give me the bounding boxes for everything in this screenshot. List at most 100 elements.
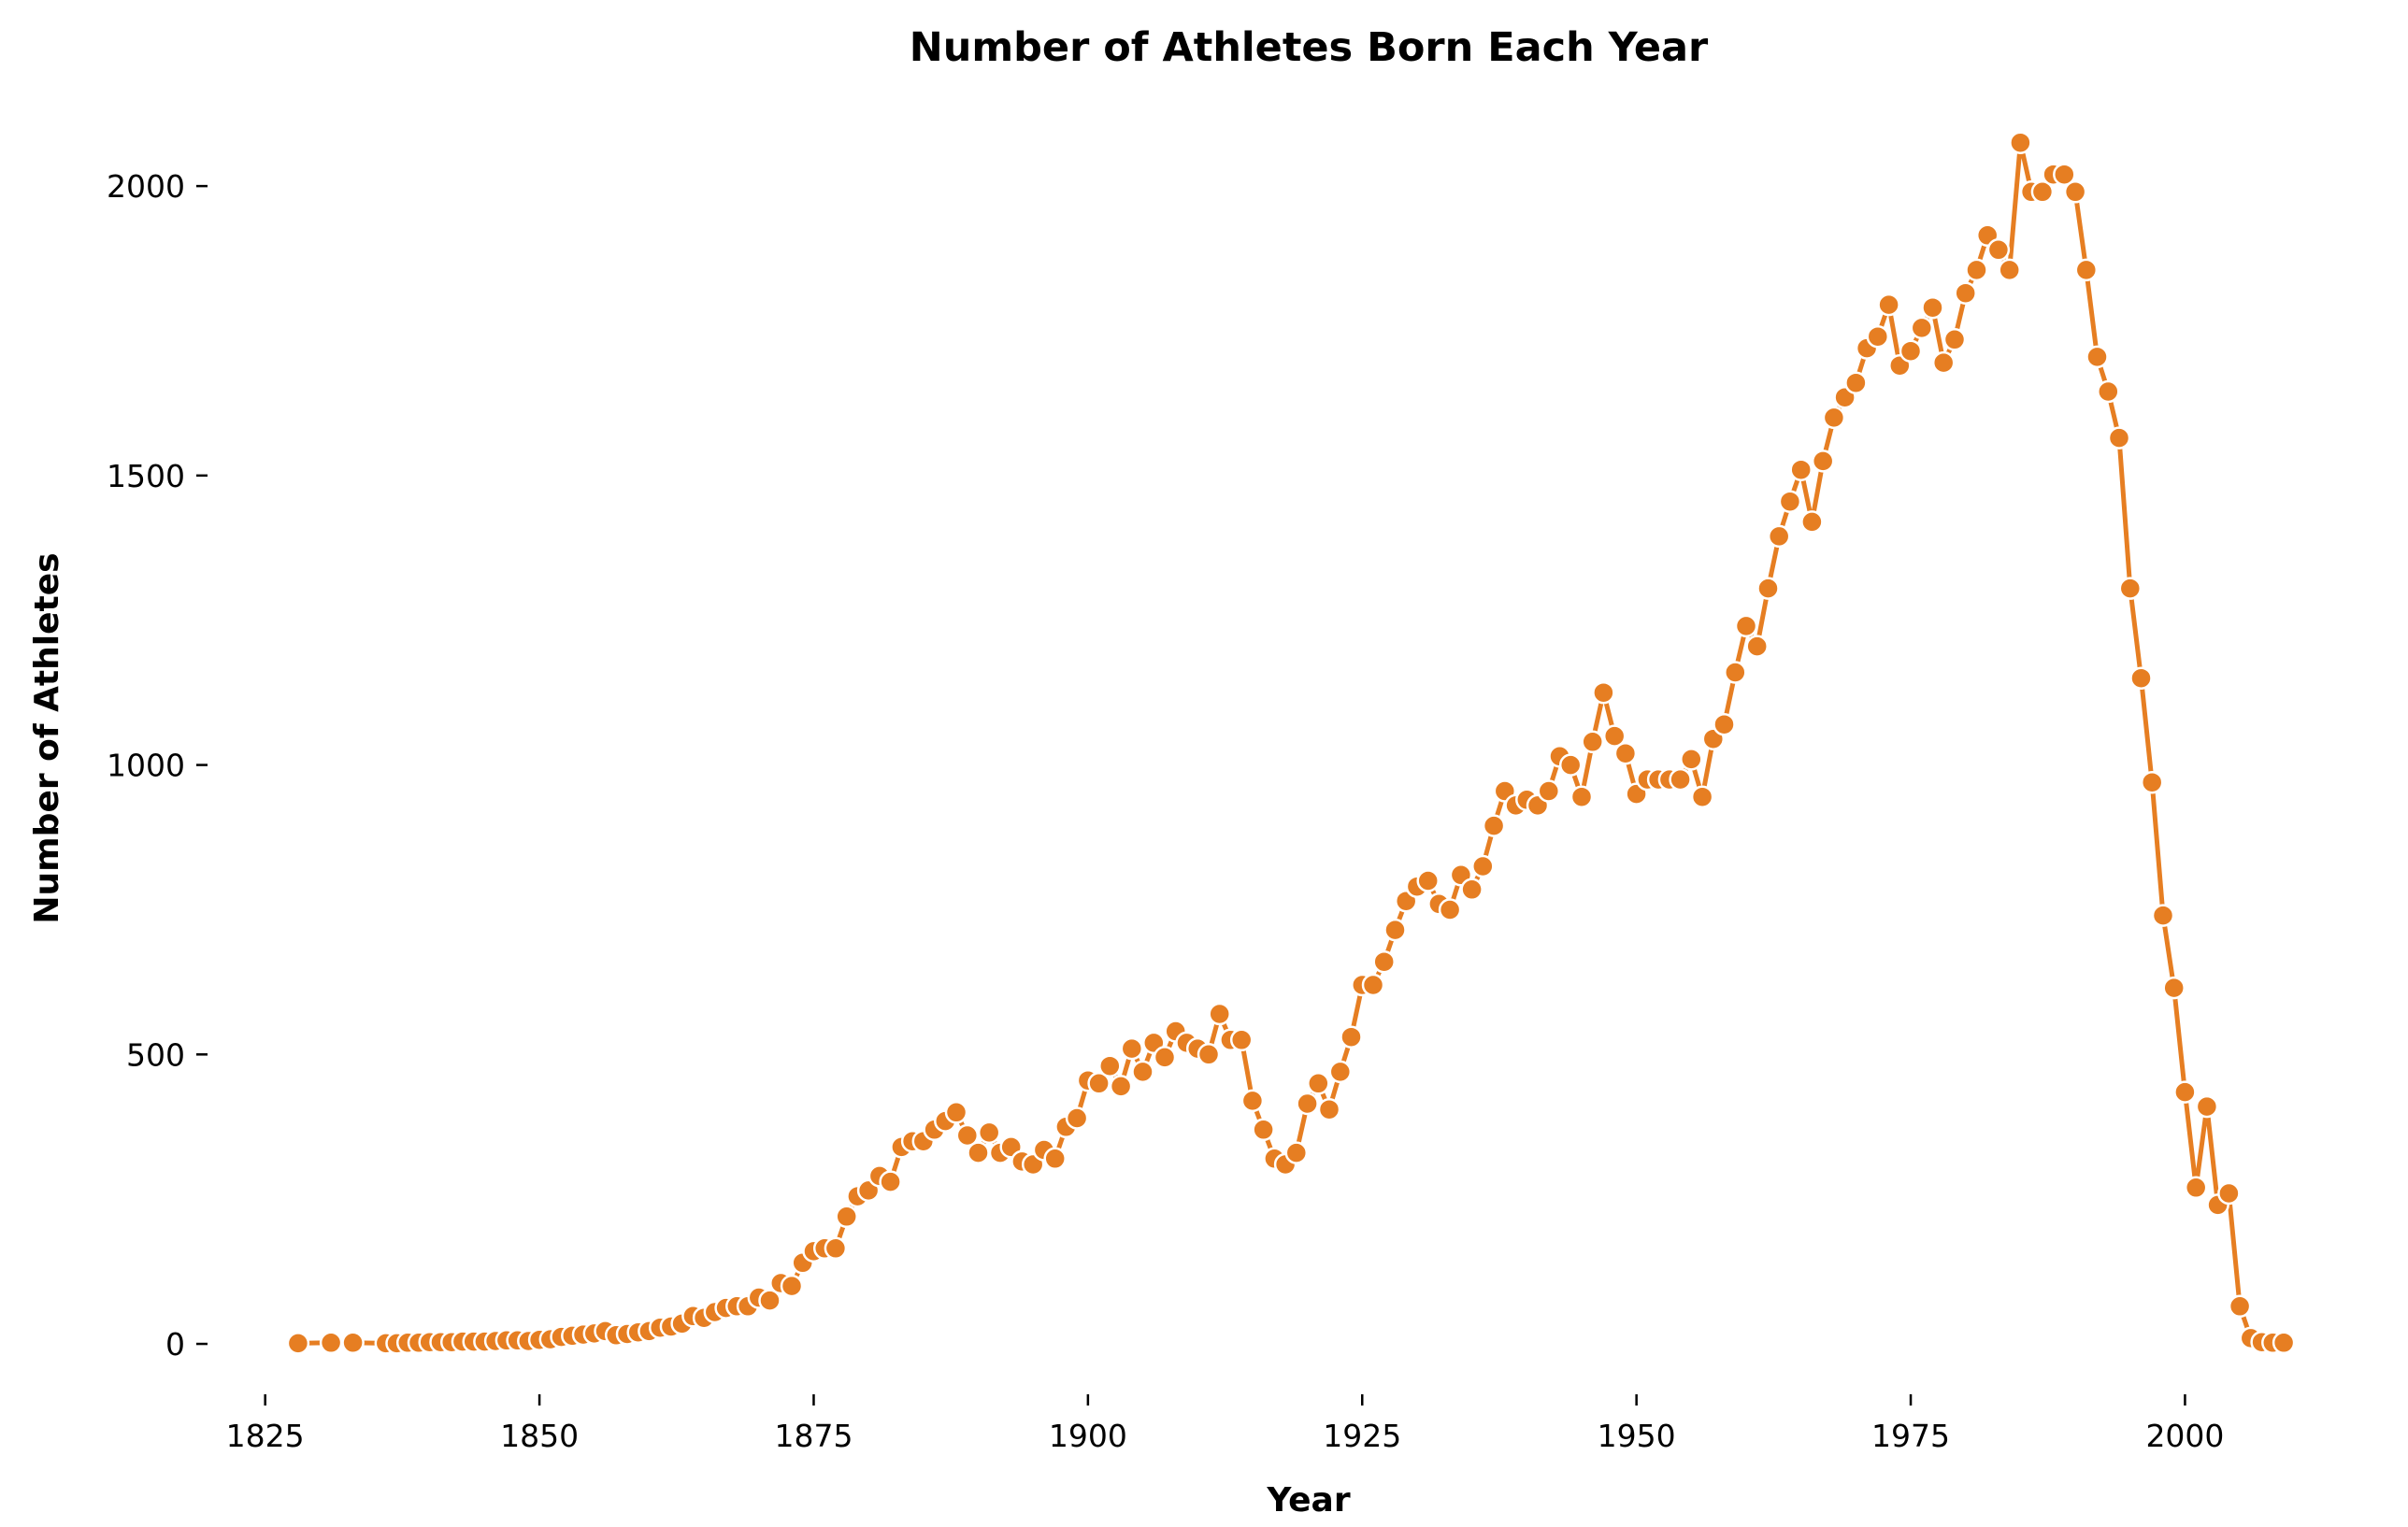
x-tick-label: 1900 bbox=[1049, 1418, 1127, 1454]
data-point bbox=[1229, 1028, 1254, 1052]
data-point bbox=[1899, 339, 1923, 363]
data-point bbox=[1789, 458, 1813, 481]
data-point bbox=[2228, 1294, 2252, 1319]
data-point bbox=[955, 1123, 980, 1148]
data-point bbox=[1942, 328, 1967, 351]
data-point bbox=[1811, 450, 1835, 473]
data-point bbox=[1613, 741, 1638, 765]
data-point bbox=[1602, 724, 1627, 748]
data-point bbox=[1284, 1141, 1309, 1164]
data-point bbox=[2074, 258, 2099, 282]
y-tick-label: 500 bbox=[126, 1036, 185, 1073]
data-point bbox=[1734, 614, 1758, 638]
y-axis-ticks: 0 500 1000 1500 2000 bbox=[107, 168, 208, 1363]
data-point bbox=[944, 1101, 968, 1124]
data-point bbox=[1910, 316, 1934, 340]
data-point bbox=[2030, 180, 2055, 204]
x-tick-label: 1950 bbox=[1598, 1418, 1676, 1454]
data-point bbox=[2272, 1331, 2296, 1355]
data-point bbox=[1745, 635, 1769, 658]
data-point bbox=[1965, 258, 1988, 282]
data-point bbox=[1931, 350, 1956, 375]
data-point bbox=[758, 1289, 781, 1312]
y-tick-label: 2000 bbox=[107, 168, 185, 205]
data-point bbox=[1680, 748, 1703, 771]
data-point bbox=[1340, 1025, 1363, 1049]
data-point bbox=[1866, 324, 1890, 349]
data-point bbox=[1252, 1118, 1275, 1142]
data-point bbox=[1921, 295, 1944, 320]
data-point bbox=[2151, 904, 2175, 927]
data-point bbox=[1153, 1046, 1177, 1069]
data-point bbox=[1558, 753, 1583, 777]
data-point bbox=[1043, 1147, 1067, 1171]
x-tick-label: 1825 bbox=[226, 1418, 305, 1454]
data-point bbox=[1767, 524, 1791, 549]
data-point bbox=[2184, 1176, 2208, 1200]
data-point bbox=[1482, 814, 1506, 837]
data-point bbox=[2063, 180, 2087, 204]
data-point bbox=[1669, 767, 1692, 792]
data-point bbox=[1361, 973, 1385, 997]
data-point bbox=[824, 1236, 848, 1261]
data-point bbox=[1328, 1060, 1353, 1084]
data-point bbox=[1240, 1089, 1265, 1113]
y-tick-label: 1500 bbox=[107, 458, 185, 494]
data-point bbox=[1581, 730, 1604, 754]
y-tick-label: 0 bbox=[165, 1326, 185, 1363]
data-point bbox=[967, 1141, 990, 1164]
data-point bbox=[1065, 1106, 1089, 1130]
data-point bbox=[1098, 1054, 1122, 1077]
x-axis-label: Year bbox=[1266, 1481, 1350, 1520]
data-point bbox=[1087, 1072, 1111, 1095]
data-point bbox=[2118, 577, 2143, 600]
y-axis-label: Number of Athletes bbox=[28, 552, 66, 923]
x-tick-label: 1925 bbox=[1323, 1418, 1401, 1454]
data-point bbox=[2140, 770, 2164, 794]
data-point bbox=[2195, 1094, 2219, 1119]
x-tick-label: 2000 bbox=[2145, 1418, 2224, 1454]
data-point bbox=[1844, 371, 1868, 394]
y-tick-label: 1000 bbox=[107, 748, 185, 784]
data-point bbox=[1317, 1097, 1341, 1121]
data-point bbox=[780, 1274, 804, 1298]
x-tick-label: 1875 bbox=[774, 1418, 853, 1454]
chart-title: Number of Athletes Born Each Year bbox=[910, 24, 1709, 71]
data-point bbox=[2162, 976, 2186, 1000]
data-point bbox=[286, 1332, 310, 1355]
data-point bbox=[341, 1331, 365, 1355]
x-axis-ticks: 1825 1850 1875 1900 1925 1950 1975 2000 bbox=[226, 1394, 2224, 1454]
data-point bbox=[1208, 1002, 1231, 1026]
data-point bbox=[2217, 1181, 2241, 1206]
data-point bbox=[1537, 779, 1561, 803]
data-point bbox=[1372, 949, 1396, 974]
data-point bbox=[1307, 1072, 1330, 1095]
data-point bbox=[1416, 869, 1440, 892]
data-point bbox=[1877, 293, 1900, 317]
data-point bbox=[1109, 1075, 1133, 1098]
data-point bbox=[2086, 345, 2109, 369]
data-point bbox=[2173, 1080, 2197, 1104]
data-point bbox=[1438, 898, 1462, 921]
data-point bbox=[2009, 131, 2032, 154]
data-point bbox=[1724, 661, 1747, 684]
data-point bbox=[1120, 1036, 1144, 1061]
data-point bbox=[2107, 426, 2131, 450]
data-point bbox=[835, 1205, 858, 1229]
data-point bbox=[1690, 785, 1714, 808]
data-point bbox=[2097, 379, 2120, 404]
data-point bbox=[1471, 854, 1495, 878]
x-tick-label: 1850 bbox=[500, 1418, 579, 1454]
data-point bbox=[319, 1331, 343, 1355]
data-point bbox=[977, 1120, 1001, 1145]
data-point bbox=[1778, 490, 1802, 513]
data-point bbox=[2129, 666, 2153, 690]
data-point bbox=[1756, 577, 1780, 600]
x-tick-label: 1975 bbox=[1871, 1418, 1950, 1454]
series-layer bbox=[286, 131, 2296, 1355]
data-point bbox=[1592, 680, 1615, 705]
data-point bbox=[1986, 238, 2011, 262]
data-point bbox=[2053, 163, 2076, 186]
data-point bbox=[1822, 406, 1846, 430]
